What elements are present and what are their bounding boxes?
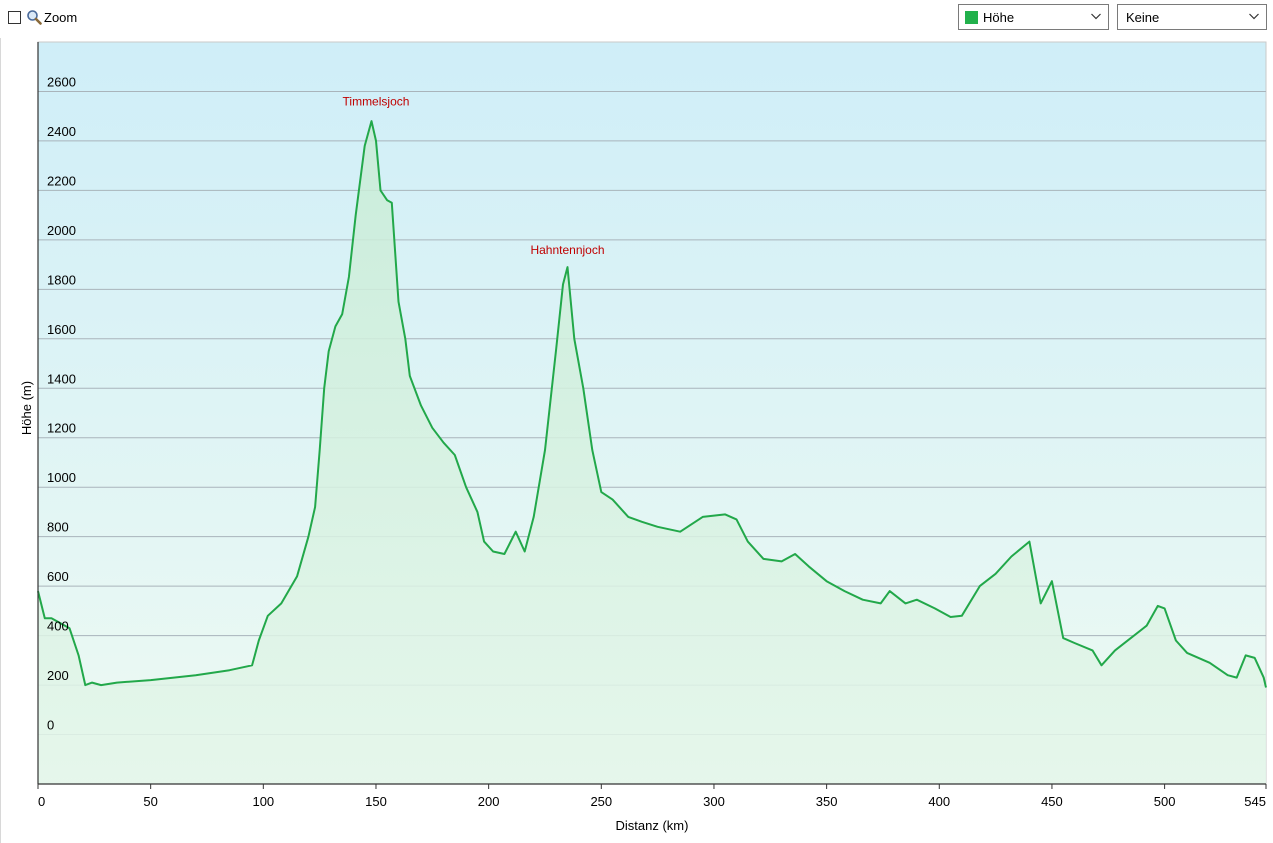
x-tick-label: 100 [252,794,274,809]
axes [37,42,1267,789]
x-tick-label: 545 [1244,794,1266,809]
chevron-down-icon [1249,13,1259,20]
overlay-select[interactable]: Keine [1117,4,1267,30]
x-tick-label: 400 [928,794,950,809]
panel-left-border [0,38,1,843]
zoom-toggle[interactable]: Zoom [8,7,77,27]
x-tick-label: 350 [816,794,838,809]
x-tick-label: 50 [143,794,157,809]
series-color-swatch [965,10,978,24]
series-select[interactable]: Höhe [958,4,1109,30]
y-axis-title: Höhe (m) [19,381,34,435]
series-select-value: Höhe [983,9,1015,25]
y-tick-labels: 0 200 400 600 800 1000 1200 1400 1600 1800 2000 220… [47,74,76,732]
y-tick-label: 2400 [47,124,76,139]
overlay-select-value: Keine [1126,9,1160,25]
y-tick-label: 600 [47,569,69,584]
x-tick-label: 150 [365,794,387,809]
y-tick-label: 1800 [47,272,76,287]
x-tick-label: 200 [478,794,500,809]
x-tick-label: 300 [703,794,725,809]
x-tick-labels: 0 50 100 150 200 250 300 350 400 450 500 545 [38,794,1266,809]
zoom-label: Zoom [44,9,78,25]
y-tick-label: 2000 [47,223,76,238]
y-tick-label: 800 [47,520,69,535]
x-tick-label: 450 [1041,794,1063,809]
y-tick-label: 1400 [47,371,76,386]
peak-annotation: Hahntennjoch [530,243,604,257]
peak-annotation: Timmelsjoch [343,95,410,109]
y-tick-label: 0 [47,718,54,733]
y-tick-label: 2200 [47,173,76,188]
x-tick-label: 250 [590,794,612,809]
y-tick-label: 2600 [47,74,76,89]
x-tick-label: 500 [1154,794,1176,809]
y-tick-label: 1600 [47,322,76,337]
y-tick-label: 1000 [47,470,76,485]
x-tick-label: 0 [38,794,45,809]
y-tick-label: 400 [47,619,69,634]
magnifier-icon [27,10,42,25]
elevation-area [38,121,1266,785]
chevron-down-icon [1091,13,1101,20]
y-tick-label: 1200 [47,421,76,436]
y-tick-label: 200 [47,668,69,683]
x-axis-title: Distanz (km) [616,818,689,833]
zoom-checkbox[interactable] [8,10,21,24]
elevation-line [37,120,1267,688]
annotations: Timmelsjoch Hahntennjoch [343,95,605,257]
